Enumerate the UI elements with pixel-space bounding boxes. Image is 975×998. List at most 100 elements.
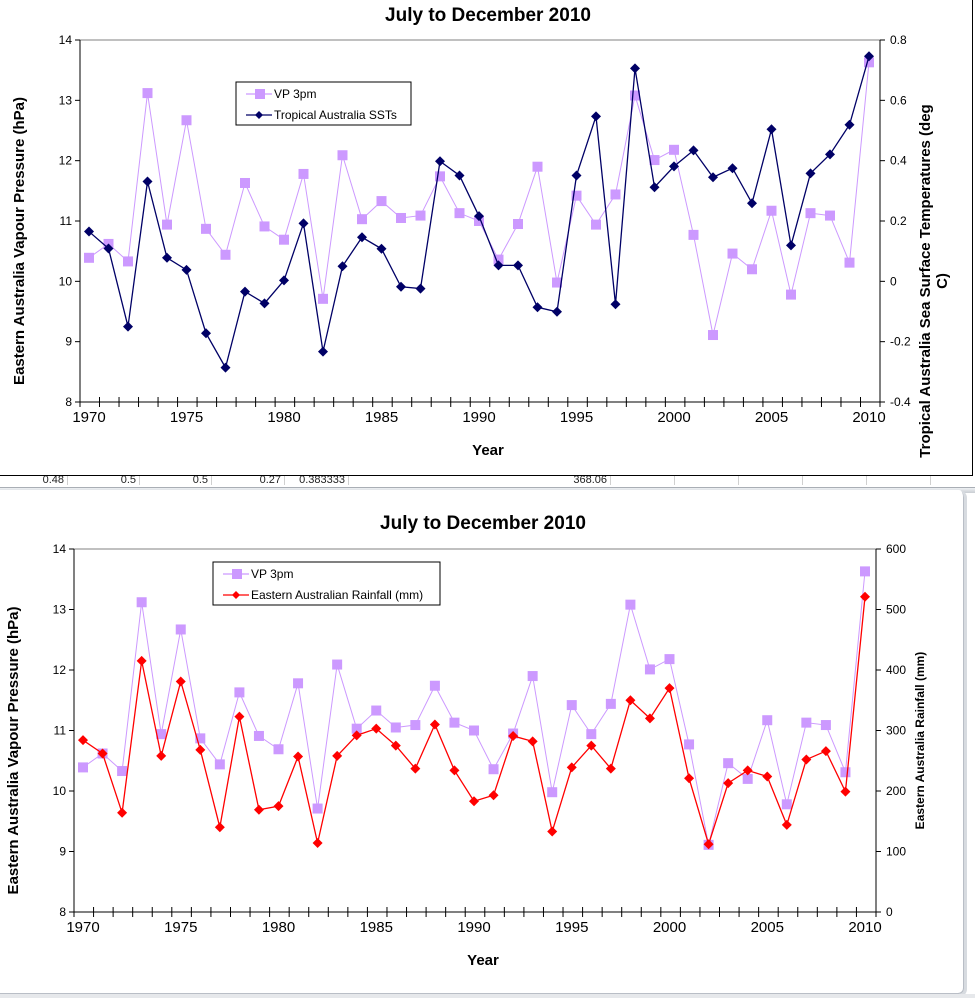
left-y-tick-label: 13	[59, 93, 73, 107]
data-point-diamond	[454, 170, 465, 181]
data-point-diamond	[649, 182, 660, 193]
data-point-diamond	[298, 218, 309, 229]
spreadsheet-cell[interactable]: 0.48	[0, 476, 68, 486]
left-y-tick-label: 10	[59, 274, 73, 288]
data-point-diamond	[318, 346, 328, 357]
data-point-diamond	[415, 283, 426, 294]
right-y-axis-title-line: C)	[934, 273, 951, 289]
legend-label: VP 3pm	[274, 87, 316, 101]
vp-data-point	[571, 190, 582, 201]
vp-data-point	[84, 252, 94, 263]
data-point-diamond	[142, 176, 153, 187]
left-y-tick-label: 11	[60, 214, 73, 228]
data-point-diamond	[279, 275, 289, 286]
spreadsheet-cell[interactable]: 0.27	[212, 476, 285, 486]
right-y-tick-label: -0.4	[890, 395, 911, 409]
vp-data-point	[766, 205, 777, 216]
x-tick-label: 1975	[170, 409, 203, 426]
data-point-diamond	[435, 156, 445, 167]
x-tick-label: 2000	[657, 409, 690, 426]
vp-data-point	[825, 210, 835, 221]
data-point-diamond	[240, 286, 250, 297]
legend: VP 3pm Tropical Australia SSTs	[235, 81, 412, 126]
spreadsheet-cell[interactable]: 0.383333	[285, 476, 349, 486]
vp-data-point	[318, 293, 328, 304]
spreadsheet-cell[interactable]: 0.5	[140, 476, 212, 486]
x-tick-label: 1980	[267, 409, 300, 426]
data-point-diamond	[571, 170, 582, 181]
vp-data-point	[259, 221, 270, 232]
vp-data-point	[142, 88, 153, 99]
data-point-diamond	[786, 240, 796, 251]
vp-data-point	[844, 257, 855, 268]
vp-data-point	[688, 229, 699, 240]
chart-rainfall-vp-frame[interactable]	[0, 490, 967, 997]
right-y-axis-title-line: Tropical Australia Sea Surface Temperatu…	[917, 104, 934, 457]
vp-data-point	[220, 249, 231, 260]
legend-diamond-marker	[255, 111, 263, 119]
x-tick-label: 1985	[365, 409, 398, 426]
data-point-diamond	[610, 299, 621, 310]
data-point-diamond	[181, 264, 192, 275]
data-point-diamond	[84, 226, 94, 237]
right-y-tick-label: 0.4	[890, 154, 907, 168]
x-axis-title: Year	[472, 442, 504, 459]
spreadsheet-cell[interactable]	[611, 476, 675, 485]
data-point-diamond	[630, 63, 640, 74]
data-point-diamond	[747, 198, 757, 209]
data-point-diamond	[844, 119, 855, 130]
right-y-tick-label: 0	[890, 274, 897, 288]
vp-data-point	[591, 219, 601, 230]
spreadsheet-cell[interactable]	[739, 476, 803, 485]
data-point-diamond	[513, 260, 523, 271]
data-point-diamond	[220, 362, 231, 373]
data-point-diamond	[201, 328, 211, 339]
x-tick-label: 1995	[560, 409, 593, 426]
spreadsheet-cell[interactable]	[867, 476, 931, 485]
data-point-diamond	[162, 252, 172, 263]
vp-data-point	[298, 168, 309, 179]
spreadsheet-cell[interactable]	[675, 476, 739, 485]
vp-data-point	[805, 208, 816, 219]
data-point-diamond	[864, 51, 874, 62]
chart-title: July to December 2010	[385, 5, 591, 26]
vp-data-point	[396, 212, 406, 223]
vp-data-point	[513, 219, 523, 230]
data-point-diamond	[532, 302, 543, 313]
vp-data-point	[279, 234, 289, 245]
right-y-tick-label: 0.8	[890, 33, 907, 47]
x-tick-label: 1990	[462, 409, 495, 426]
left-y-tick-label: 12	[59, 154, 73, 168]
vp-data-point	[493, 254, 504, 265]
x-tick-label: 2005	[755, 409, 788, 426]
vp-data-point	[747, 264, 757, 275]
vp-data-point	[552, 277, 562, 288]
data-point-diamond	[552, 306, 562, 317]
data-point-diamond	[805, 168, 816, 179]
left-y-axis-title: Eastern Australia Vapour Pressure (hPa)	[11, 97, 28, 385]
left-y-tick-label: 8	[65, 395, 72, 409]
chart-sst-vp: July to December 2010 8 9 10 11 12 13 14 -0.4 -0.…	[11, 5, 951, 459]
spreadsheet-cell[interactable]: 0.5	[68, 476, 140, 486]
left-y-tick-label: 14	[59, 33, 73, 47]
vp-data-point	[415, 210, 426, 221]
spreadsheet-cell[interactable]	[803, 476, 867, 485]
data-point-diamond	[825, 149, 835, 160]
data-point-diamond	[474, 211, 484, 222]
spreadsheet-cell[interactable]	[547, 476, 611, 485]
vp-data-point	[454, 208, 465, 219]
vp-data-point	[435, 171, 445, 182]
vp-data-point	[786, 289, 796, 300]
legend-box	[235, 81, 412, 126]
vp-data-point	[162, 219, 172, 230]
data-point-diamond	[669, 161, 679, 172]
left-y-tick-label: 9	[65, 335, 72, 349]
data-point-diamond	[103, 243, 114, 254]
vp-data-point	[376, 196, 387, 207]
vp-data-point	[123, 256, 133, 267]
data-point-diamond	[396, 281, 406, 292]
data-point-diamond	[766, 124, 777, 135]
legend-square-marker	[255, 89, 265, 99]
bottom-border-strip	[0, 994, 975, 998]
vp-data-point	[864, 57, 874, 68]
